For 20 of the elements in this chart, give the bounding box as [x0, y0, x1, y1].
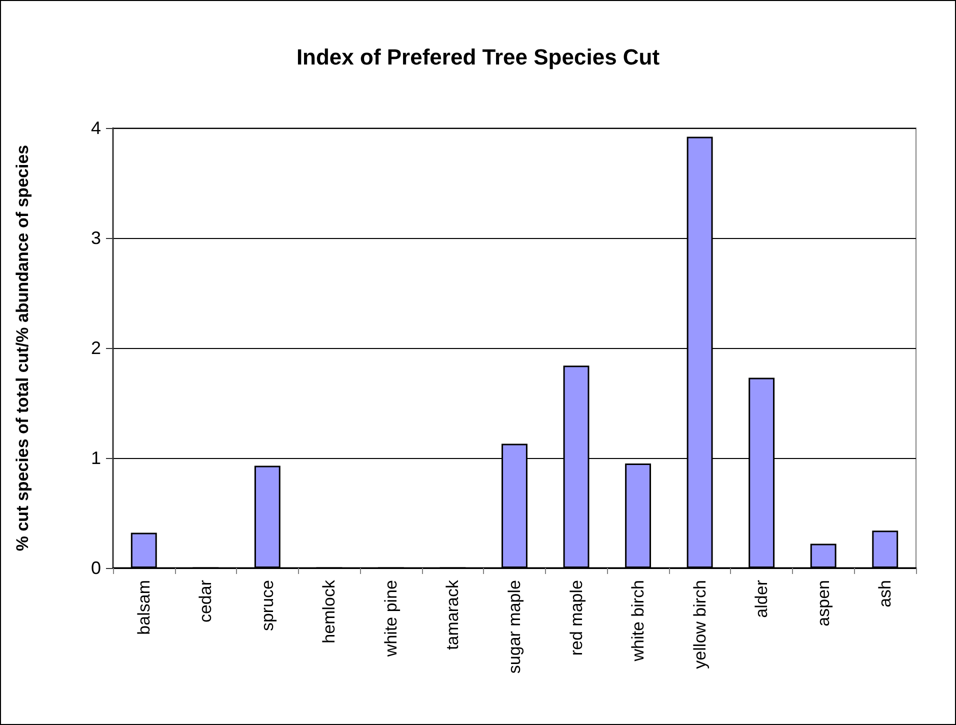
y-tick-label: 0: [90, 558, 101, 578]
x-tick-label: white birch: [628, 580, 648, 662]
y-tick-label: 4: [90, 118, 101, 138]
x-tick-label: alder: [752, 580, 772, 618]
x-tick-label: red maple: [566, 580, 586, 656]
x-tick-label: cedar: [196, 580, 216, 623]
y-axis-title: % cut species of total cut/% abundance of species: [13, 144, 32, 552]
y-tick-label: 2: [90, 338, 101, 358]
y-tick-label: 1: [90, 448, 101, 468]
x-tick-label: aspen: [814, 580, 833, 626]
y-tick-label: 3: [90, 228, 101, 248]
chart-title: Index of Prefered Tree Species Cut: [296, 44, 660, 70]
x-tick-label: hemlock: [320, 580, 339, 644]
x-tick-label: white pine: [381, 580, 400, 658]
x-tick-label: ash: [876, 580, 895, 608]
x-tick-label: sugar maple: [505, 580, 524, 674]
x-tick-label: balsam: [134, 580, 154, 635]
x-tick-label: tamarack: [443, 580, 462, 650]
x-tick-label: spruce: [258, 580, 277, 632]
x-tick-label: yellow birch: [690, 580, 710, 669]
